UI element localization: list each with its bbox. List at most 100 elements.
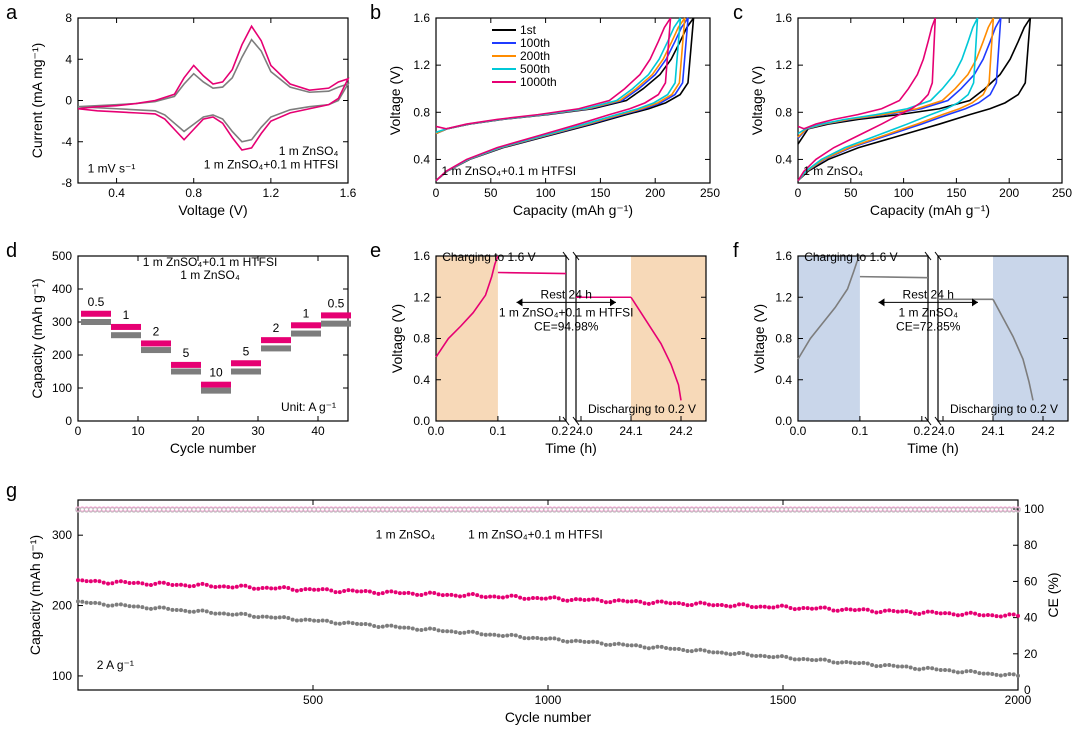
cap-htfsi bbox=[231, 585, 235, 589]
rate-point-znso4 bbox=[207, 388, 213, 394]
cap-htfsi bbox=[265, 586, 269, 590]
rate-point-htfsi bbox=[207, 382, 213, 388]
charge-500th bbox=[436, 18, 680, 132]
cap-znso4 bbox=[355, 622, 359, 626]
rate-point-znso4 bbox=[327, 321, 333, 327]
cap-htfsi bbox=[986, 613, 990, 617]
cap-znso4 bbox=[844, 660, 848, 664]
shade-left bbox=[436, 256, 498, 421]
rate-point-htfsi bbox=[147, 340, 153, 346]
cap-znso4 bbox=[359, 622, 363, 626]
cap-htfsi bbox=[836, 609, 840, 613]
cap-htfsi bbox=[673, 601, 677, 605]
cap-htfsi bbox=[192, 584, 196, 588]
cap-znso4 bbox=[681, 648, 685, 652]
cap-znso4 bbox=[273, 616, 277, 620]
cap-htfsi bbox=[660, 600, 664, 604]
svg-text:0.8: 0.8 bbox=[775, 332, 792, 346]
cap-znso4 bbox=[969, 669, 973, 673]
cap-znso4 bbox=[488, 633, 492, 637]
cap-htfsi bbox=[930, 610, 934, 614]
cap-znso4 bbox=[132, 604, 136, 608]
cap-znso4 bbox=[492, 633, 496, 637]
cap-htfsi bbox=[389, 589, 393, 593]
cap-znso4 bbox=[231, 613, 235, 617]
rate-point-znso4 bbox=[345, 321, 351, 327]
cap-znso4 bbox=[329, 620, 333, 624]
cap-htfsi bbox=[724, 604, 728, 608]
cap-znso4 bbox=[600, 642, 604, 646]
cap-htfsi bbox=[960, 613, 964, 617]
rate-point-znso4 bbox=[147, 347, 153, 353]
cap-htfsi bbox=[80, 578, 84, 582]
cap-htfsi bbox=[866, 608, 870, 612]
cap-htfsi bbox=[634, 599, 638, 603]
cap-znso4 bbox=[106, 604, 110, 608]
rate-point-znso4 bbox=[291, 331, 297, 337]
svg-text:CE (%): CE (%) bbox=[1045, 572, 1061, 617]
cap-znso4 bbox=[497, 634, 501, 638]
cap-htfsi bbox=[913, 612, 917, 616]
cap-htfsi bbox=[278, 586, 282, 590]
svg-text:1 mV s⁻¹: 1 mV s⁻¹ bbox=[88, 162, 136, 176]
svg-text:0.8: 0.8 bbox=[775, 105, 792, 119]
svg-text:1 m ZnSO₄: 1 m ZnSO₄ bbox=[279, 144, 339, 158]
cap-htfsi bbox=[316, 588, 320, 592]
cap-znso4 bbox=[793, 657, 797, 661]
cap-znso4 bbox=[939, 668, 943, 672]
rate-point-htfsi bbox=[243, 360, 249, 366]
cap-znso4 bbox=[608, 643, 612, 647]
cap-htfsi bbox=[535, 596, 539, 600]
cap-htfsi bbox=[956, 613, 960, 617]
svg-text:1500: 1500 bbox=[770, 693, 797, 707]
cap-znso4 bbox=[338, 622, 342, 626]
panel-b: 0501001502002500.40.81.21.6Capacity (mAh… bbox=[384, 8, 724, 233]
rate-point-htfsi bbox=[177, 362, 183, 368]
cap-znso4 bbox=[140, 605, 144, 609]
cap-znso4 bbox=[943, 668, 947, 672]
cap-htfsi bbox=[179, 583, 183, 587]
cap-htfsi bbox=[883, 609, 887, 613]
cap-htfsi bbox=[544, 597, 548, 601]
cap-htfsi bbox=[158, 581, 162, 585]
cap-htfsi bbox=[698, 601, 702, 605]
rate-point-znso4 bbox=[111, 332, 117, 338]
cap-htfsi bbox=[591, 597, 595, 601]
rate-point-htfsi bbox=[285, 337, 291, 343]
cap-htfsi bbox=[372, 591, 376, 595]
cap-znso4 bbox=[1007, 672, 1011, 676]
rate-point-htfsi bbox=[249, 360, 255, 366]
cap-znso4 bbox=[278, 615, 282, 619]
cap-htfsi bbox=[385, 590, 389, 594]
cap-htfsi bbox=[329, 589, 333, 593]
cap-znso4 bbox=[136, 604, 140, 608]
cap-znso4 bbox=[252, 615, 256, 619]
cap-znso4 bbox=[582, 640, 586, 644]
cap-znso4 bbox=[552, 636, 556, 640]
cap-htfsi bbox=[582, 598, 586, 602]
svg-text:CE=72.85%: CE=72.85% bbox=[896, 319, 961, 333]
cap-znso4 bbox=[827, 659, 831, 663]
cap-htfsi bbox=[823, 605, 827, 609]
cap-htfsi bbox=[600, 599, 604, 603]
rate-point-htfsi bbox=[117, 324, 123, 330]
cap-htfsi bbox=[149, 583, 153, 587]
rate-point-znso4 bbox=[297, 331, 303, 337]
cap-znso4 bbox=[205, 609, 209, 613]
cap-htfsi bbox=[741, 602, 745, 606]
rate-point-htfsi bbox=[123, 324, 129, 330]
cap-znso4 bbox=[746, 652, 750, 656]
cap-htfsi bbox=[239, 584, 243, 588]
cap-htfsi bbox=[557, 596, 561, 600]
svg-text:Cycle number: Cycle number bbox=[505, 709, 592, 725]
cap-htfsi bbox=[85, 579, 89, 583]
cap-htfsi bbox=[681, 602, 685, 606]
cap-znso4 bbox=[394, 625, 398, 629]
svg-text:1.6: 1.6 bbox=[340, 186, 357, 200]
svg-text:100: 100 bbox=[52, 669, 72, 683]
svg-text:1 m ZnSO₄+0.1 m HTFSI: 1 m ZnSO₄+0.1 m HTFSI bbox=[204, 158, 339, 172]
rate-point-htfsi bbox=[315, 322, 321, 328]
svg-text:0.4: 0.4 bbox=[775, 373, 792, 387]
rate-point-htfsi bbox=[129, 324, 135, 330]
cap-znso4 bbox=[651, 646, 655, 650]
